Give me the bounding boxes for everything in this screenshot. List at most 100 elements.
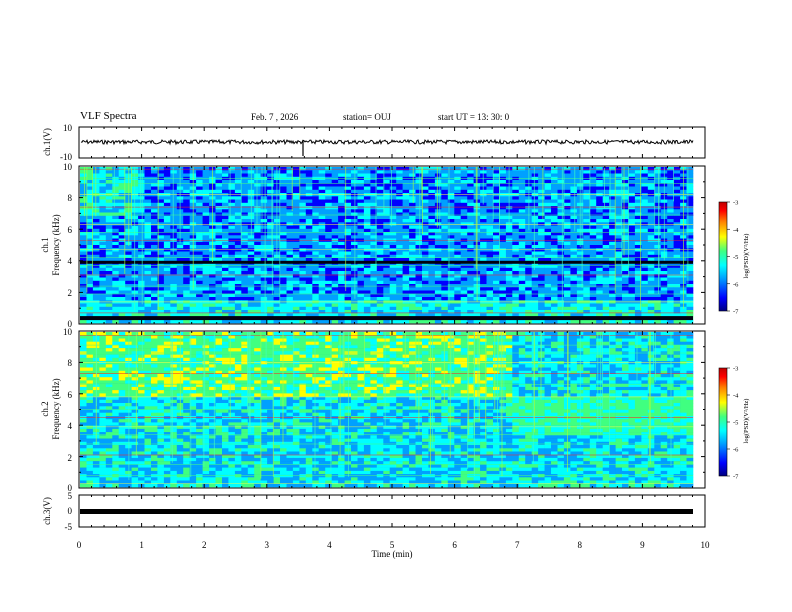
spec-cell: [576, 254, 584, 259]
spec-cell: [609, 228, 616, 233]
spec-cell: [157, 225, 165, 229]
spec-cell: [686, 235, 694, 239]
spec-cell: [563, 225, 571, 229]
spec-cell: [434, 319, 442, 324]
spec-cell: [312, 274, 320, 278]
spec-cell: [538, 225, 545, 229]
spec-cell: [454, 251, 462, 255]
spec-cell: [260, 332, 268, 336]
spec-cell: [460, 225, 468, 229]
spec-cell: [215, 271, 223, 275]
spec-cell: [589, 267, 597, 272]
spec-cell: [176, 274, 184, 278]
spec-cell: [499, 335, 507, 339]
spec-cell: [280, 271, 287, 275]
spec-cell: [370, 212, 378, 216]
spec-cell: [157, 219, 165, 223]
spec-cell: [589, 215, 597, 220]
spec-cell: [647, 212, 655, 216]
spec-cell: [460, 264, 468, 268]
spec-cell: [518, 186, 526, 190]
spec-cell: [505, 271, 513, 275]
spec-cell: [99, 313, 107, 317]
spec-cell: [112, 228, 120, 233]
spec-cell: [628, 209, 636, 213]
spec-cell: [241, 232, 249, 236]
spec-cell: [557, 254, 565, 259]
spec-cell: [234, 306, 242, 311]
spec-cell: [99, 293, 107, 298]
spec-cell: [447, 271, 455, 275]
spec-cell: [531, 267, 539, 272]
spec-cell: [557, 193, 565, 197]
spec-cell: [486, 293, 494, 298]
spec-cell: [641, 202, 649, 207]
spec-cell: [312, 293, 320, 298]
spec-cell: [99, 341, 107, 346]
spec-cell: [460, 319, 468, 324]
spec-cell: [525, 335, 532, 339]
spec-cell: [163, 287, 171, 291]
spec-cell: [196, 232, 203, 236]
spec-cell: [512, 167, 520, 171]
spec-cell: [363, 173, 371, 177]
spec-cell: [331, 186, 339, 190]
spec-cell: [634, 215, 642, 220]
spec-cell: [609, 267, 616, 272]
spec-cell: [402, 167, 410, 171]
spec-cell: [563, 193, 571, 197]
spec-cell: [80, 290, 87, 294]
spec-cell: [396, 341, 403, 346]
spec-cell: [460, 303, 468, 307]
spec-cell: [473, 319, 481, 324]
spec-cell: [351, 241, 358, 246]
spec-cell: [292, 219, 300, 223]
spec-cell: [183, 303, 190, 307]
spec-cell: [241, 206, 249, 210]
spec-cell: [602, 293, 610, 298]
spec-cell: [260, 167, 268, 171]
spec-cell: [641, 313, 649, 317]
spec-cell: [383, 335, 391, 339]
spec-cell: [486, 209, 494, 213]
spec-cell: [480, 287, 487, 291]
spec-cell: [157, 341, 165, 346]
spec-cell: [486, 280, 494, 285]
spec-cell: [144, 264, 152, 268]
spec-cell: [467, 241, 474, 246]
spec-cell: [454, 313, 462, 317]
spec-cell: [118, 264, 126, 268]
spec-cell: [647, 277, 655, 281]
spec-cell: [299, 180, 307, 184]
spec-cell: [402, 228, 410, 233]
spec-cell: [325, 251, 332, 255]
spec-cell: [422, 206, 429, 210]
spec-cell: [228, 180, 236, 184]
spec-cell: [467, 248, 474, 252]
spec-cell: [596, 287, 603, 291]
spec-cell: [222, 280, 229, 285]
spec-cell: [570, 264, 578, 268]
spec-cell: [363, 209, 371, 213]
spec-cell: [363, 293, 371, 298]
spec-cell: [118, 245, 126, 249]
spec-cell: [570, 186, 578, 190]
spec-cell: [305, 293, 313, 298]
spec-cell: [499, 228, 507, 233]
spec-cell: [254, 332, 261, 336]
spec-cell: [292, 258, 300, 262]
spec-cell: [105, 180, 113, 184]
spec-cell: [118, 280, 126, 285]
spec-cell: [376, 264, 384, 268]
spec-cell: [202, 264, 210, 268]
spec-cell: [138, 186, 145, 190]
spec-cell: [434, 170, 442, 174]
spec-cell: [151, 319, 158, 324]
spec-cell: [292, 267, 300, 272]
spec-cell: [138, 297, 145, 301]
spec-cell: [254, 271, 261, 275]
spec-cell: [325, 290, 332, 294]
spec-cell: [325, 232, 332, 236]
spec-cell: [105, 225, 113, 229]
spec-cell: [351, 287, 358, 291]
